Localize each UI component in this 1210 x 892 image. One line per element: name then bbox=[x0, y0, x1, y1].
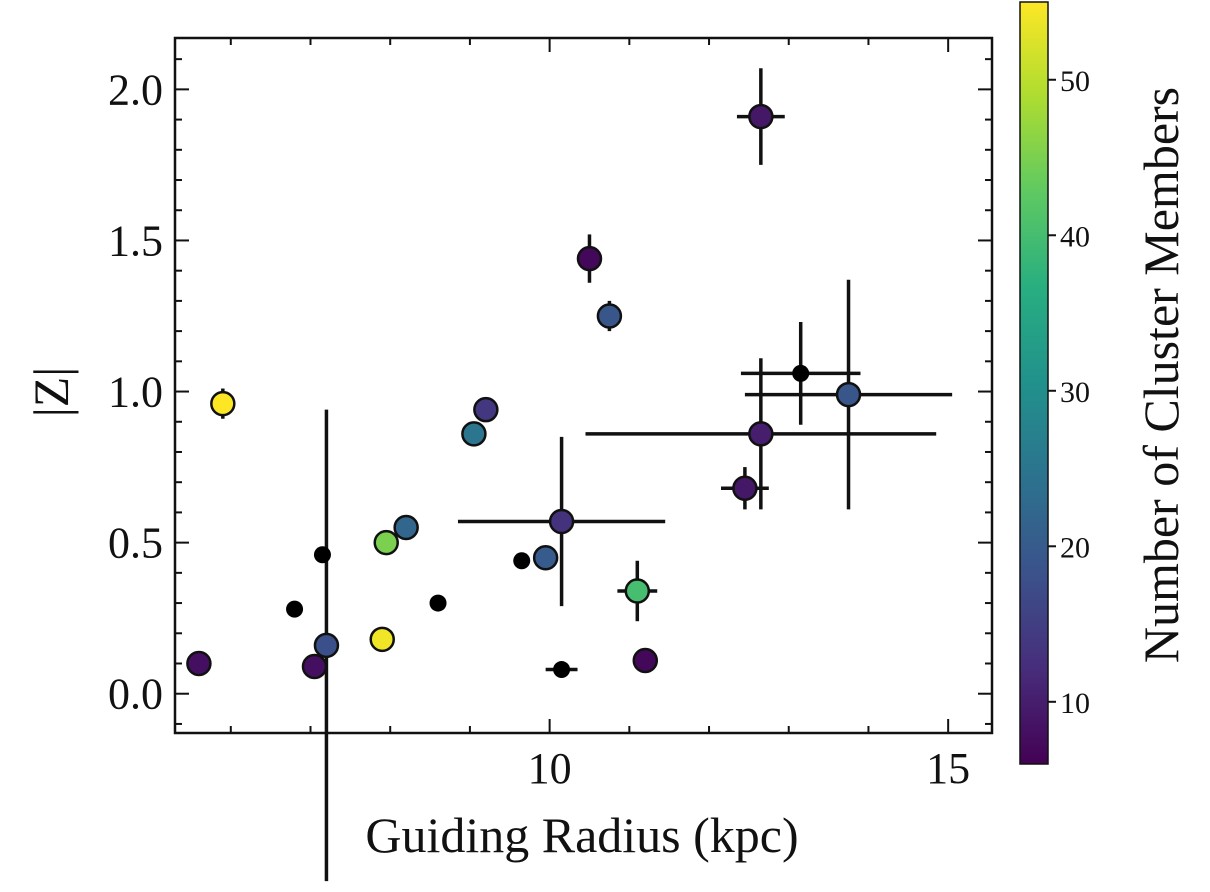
data-point-black bbox=[513, 552, 531, 570]
data-point-black bbox=[792, 364, 810, 382]
data-point-black bbox=[553, 661, 571, 679]
data-point bbox=[373, 529, 399, 556]
colorbar-label: Number of Cluster Members bbox=[1133, 87, 1189, 663]
data-point-black bbox=[286, 600, 304, 618]
y-tick-label: 1.5 bbox=[108, 216, 163, 265]
colorbar-tick-label: 30 bbox=[1060, 376, 1090, 409]
data-point bbox=[748, 103, 774, 130]
data-point bbox=[301, 653, 328, 680]
y-tick-label: 0.0 bbox=[108, 670, 163, 719]
data-point bbox=[632, 647, 659, 674]
data-point bbox=[393, 514, 419, 541]
data-point bbox=[748, 421, 774, 447]
data-point bbox=[548, 508, 575, 535]
data-point bbox=[576, 245, 603, 272]
colorbar bbox=[1019, 1, 1049, 765]
data-point bbox=[369, 626, 395, 653]
data-point bbox=[210, 390, 236, 417]
data-point bbox=[624, 578, 651, 604]
data-point bbox=[732, 475, 758, 501]
x-tick-label: 15 bbox=[926, 744, 970, 793]
x-axis-label: Guiding Radius (kpc) bbox=[365, 807, 798, 863]
error-bars bbox=[221, 68, 953, 882]
colorbar-tick-label: 20 bbox=[1060, 531, 1090, 564]
y-tick-label: 1.0 bbox=[108, 368, 163, 417]
y-tick-label: 2.0 bbox=[108, 65, 163, 114]
y-axis-label: |Z| bbox=[23, 367, 79, 418]
data-point bbox=[532, 544, 559, 571]
data-point bbox=[461, 421, 487, 447]
data-point bbox=[186, 650, 212, 677]
colorbar-tick-label: 40 bbox=[1060, 220, 1090, 253]
plot-frame bbox=[173, 36, 994, 735]
x-axis-ticks: 10 15 bbox=[229, 38, 970, 793]
data-point bbox=[313, 632, 340, 659]
data-points bbox=[186, 103, 862, 680]
data-point-black bbox=[429, 594, 447, 612]
y-axis-ticks: 0.0 0.5 1.0 1.5 2.0 bbox=[108, 58, 992, 725]
y-tick-label: 0.5 bbox=[108, 519, 163, 568]
data-point-black bbox=[313, 546, 331, 564]
data-point bbox=[835, 381, 862, 408]
data-point bbox=[596, 303, 623, 329]
colorbar-tick-label: 50 bbox=[1060, 65, 1090, 98]
colorbar-tick-label: 10 bbox=[1060, 687, 1090, 720]
data-point bbox=[473, 396, 499, 423]
colorbar-ticks: 10 20 30 40 50 bbox=[1048, 65, 1090, 720]
x-tick-label: 10 bbox=[528, 744, 572, 793]
